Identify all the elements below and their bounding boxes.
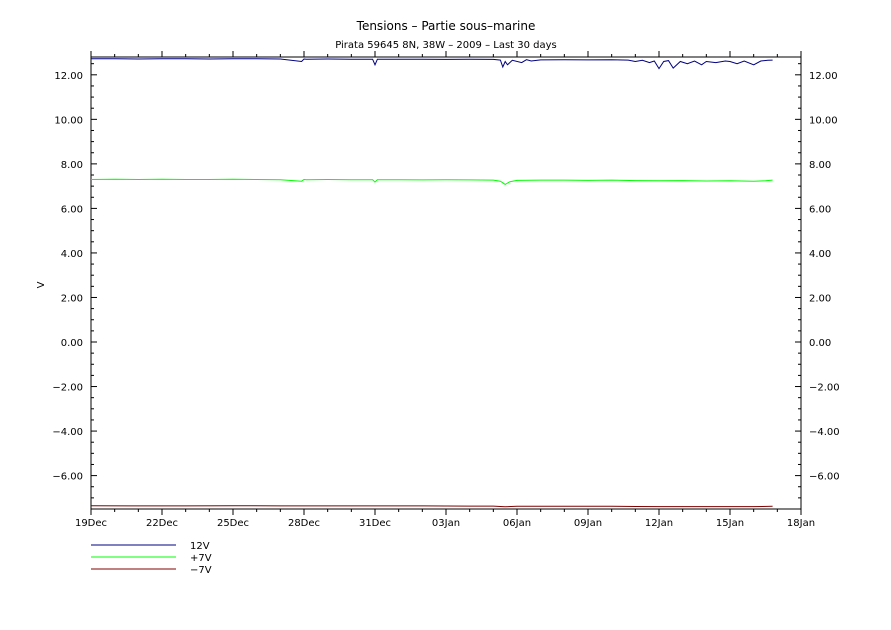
x-tick-label: 12Jan (645, 518, 673, 529)
y-axis-label: V (36, 281, 47, 288)
x-tick-label: 22Dec (146, 518, 178, 529)
x-tick-label: 09Jan (574, 518, 602, 529)
y-tick-label-right: −4.00 (809, 427, 840, 438)
series-line-2 (90, 505, 773, 508)
y-tick-label-right: −2.00 (809, 383, 840, 394)
x-tick-label: 06Jan (503, 518, 531, 529)
x-tick-label: 15Jan (716, 518, 744, 529)
y-tick-label-right: 12.00 (809, 71, 838, 82)
legend-label: −7V (190, 565, 212, 576)
y-tick-label-left: 8.00 (61, 160, 83, 171)
y-tick-label-left: −2.00 (52, 383, 83, 394)
legend: 12V+7V−7V (91, 541, 212, 576)
chart-subtitle: Pirata 59645 8N, 38W – 2009 – Last 30 da… (335, 40, 557, 51)
legend-label: 12V (190, 541, 210, 552)
series-line-0 (91, 58, 773, 70)
x-tick-label: 19Dec (75, 518, 107, 529)
y-tick-label-left: −4.00 (52, 427, 83, 438)
y-tick-label-left: −6.00 (52, 472, 83, 483)
series-line-1 (90, 178, 773, 185)
y-tick-label-left: 10.00 (54, 115, 83, 126)
series-layer (90, 58, 773, 508)
x-tick-label: 28Dec (288, 518, 320, 529)
y-tick-label-left: 2.00 (61, 293, 83, 304)
x-tick-label: 18Jan (787, 518, 815, 529)
y-tick-label-right: 0.00 (809, 338, 831, 349)
chart-title: Tensions – Partie sous–marine (356, 19, 536, 33)
x-tick-label: 31Dec (359, 518, 391, 529)
x-tick-label: 25Dec (217, 518, 249, 529)
axis-layer: 12.00 12.00 10.00 10.00 8.00 8.00 6.00 6.00 4.00… (52, 51, 840, 529)
y-tick-label-right: 4.00 (809, 249, 831, 260)
y-tick-label-left: 4.00 (61, 249, 83, 260)
x-tick-label: 03Jan (432, 518, 460, 529)
y-tick-label-right: 2.00 (809, 293, 831, 304)
y-tick-label-left: 0.00 (61, 338, 83, 349)
y-tick-label-right: −6.00 (809, 472, 840, 483)
y-tick-label-right: 8.00 (809, 160, 831, 171)
y-tick-label-left: 12.00 (54, 71, 83, 82)
y-tick-label-left: 6.00 (61, 204, 83, 215)
y-tick-label-right: 10.00 (809, 115, 838, 126)
legend-label: +7V (190, 553, 212, 564)
y-tick-label-right: 6.00 (809, 204, 831, 215)
